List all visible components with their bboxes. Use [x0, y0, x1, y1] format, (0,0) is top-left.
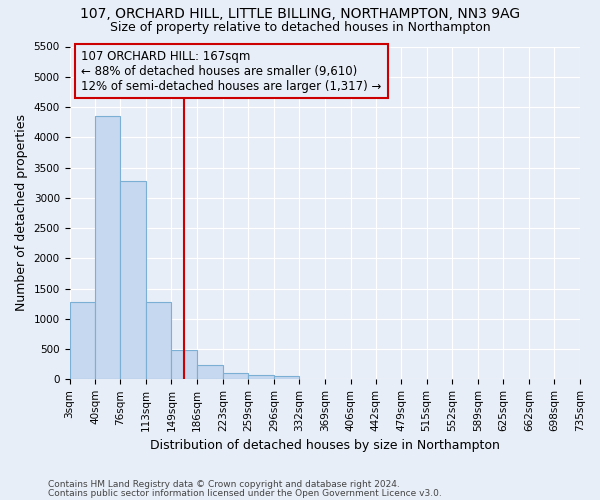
Bar — [146, 302, 172, 380]
Bar — [274, 376, 299, 380]
Text: 107 ORCHARD HILL: 167sqm
← 88% of detached houses are smaller (9,610)
12% of sem: 107 ORCHARD HILL: 167sqm ← 88% of detach… — [82, 50, 382, 92]
Bar — [121, 181, 146, 380]
Bar — [172, 350, 197, 380]
Text: 107, ORCHARD HILL, LITTLE BILLING, NORTHAMPTON, NN3 9AG: 107, ORCHARD HILL, LITTLE BILLING, NORTH… — [80, 8, 520, 22]
Text: Contains public sector information licensed under the Open Government Licence v3: Contains public sector information licen… — [48, 488, 442, 498]
Y-axis label: Number of detached properties: Number of detached properties — [15, 114, 28, 312]
Bar — [70, 302, 95, 380]
Text: Size of property relative to detached houses in Northampton: Size of property relative to detached ho… — [110, 21, 490, 34]
Bar — [95, 116, 121, 380]
Bar — [197, 365, 223, 380]
Bar — [223, 374, 248, 380]
Text: Contains HM Land Registry data © Crown copyright and database right 2024.: Contains HM Land Registry data © Crown c… — [48, 480, 400, 489]
Bar — [248, 376, 274, 380]
X-axis label: Distribution of detached houses by size in Northampton: Distribution of detached houses by size … — [150, 440, 500, 452]
